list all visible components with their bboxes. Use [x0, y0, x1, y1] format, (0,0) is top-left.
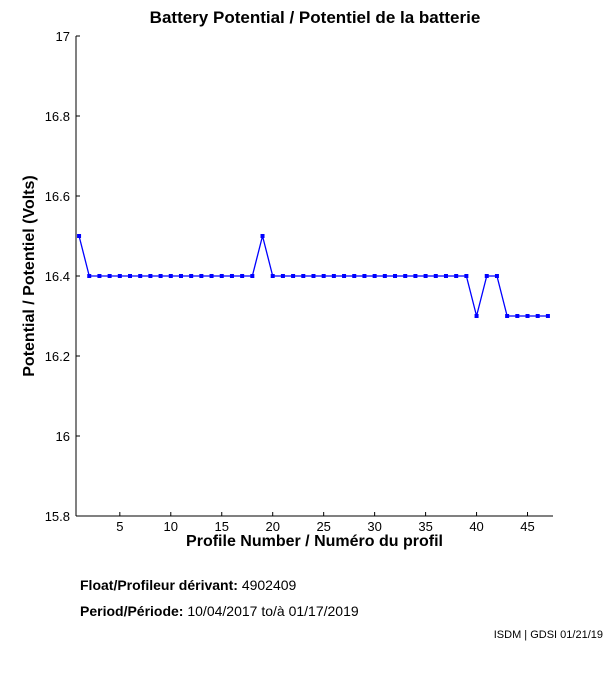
- data-point: [280, 274, 285, 278]
- data-point: [342, 274, 347, 278]
- data-point: [168, 274, 173, 278]
- y-tick-label: 16.2: [45, 349, 70, 364]
- data-point: [535, 314, 540, 318]
- data-point: [331, 274, 336, 278]
- x-tick-label: 20: [265, 519, 279, 534]
- data-point: [464, 274, 469, 278]
- data-point: [189, 274, 194, 278]
- data-point: [117, 274, 122, 278]
- x-tick-label: 25: [316, 519, 330, 534]
- data-point: [270, 274, 275, 278]
- data-point: [362, 274, 367, 278]
- x-axis-label: Profile Number / Numéro du profil: [186, 533, 443, 550]
- data-point: [199, 274, 204, 278]
- data-point: [484, 274, 489, 278]
- x-tick-label: 35: [418, 519, 432, 534]
- y-axis-label: Potential / Potentiel (Volts): [21, 175, 38, 377]
- data-point: [494, 274, 499, 278]
- data-point: [515, 314, 520, 318]
- data-point: [229, 274, 234, 278]
- x-tick-label: 40: [469, 519, 483, 534]
- data-point: [443, 274, 448, 278]
- y-tick-label: 16.8: [45, 109, 70, 124]
- data-point: [158, 274, 163, 278]
- data-point: [454, 274, 459, 278]
- data-point: [77, 234, 82, 238]
- data-point: [250, 274, 255, 278]
- data-point: [505, 314, 510, 318]
- period-start: 10/04/2017: [187, 603, 258, 619]
- data-point: [545, 314, 550, 318]
- period-label: Period/Période:: [80, 603, 184, 619]
- data-point: [291, 274, 296, 278]
- data-point: [107, 274, 112, 278]
- y-tick-label: 17: [56, 29, 70, 44]
- data-point: [97, 274, 102, 278]
- period-sep: to/à: [261, 603, 285, 619]
- y-tick-label: 16.6: [45, 189, 70, 204]
- float-value: 4902409: [241, 577, 297, 593]
- data-point: [311, 274, 316, 278]
- credit: ISDM | GDSI 01/21/19: [493, 629, 603, 641]
- data-point: [372, 274, 377, 278]
- data-point: [128, 274, 133, 278]
- x-tick-label: 5: [116, 519, 123, 534]
- float-info: Float/Profileur dérivant: 4902409: [80, 577, 296, 593]
- data-point: [260, 234, 265, 238]
- data-point: [525, 314, 530, 318]
- data-point: [219, 274, 224, 278]
- data-point: [321, 274, 326, 278]
- x-tick-label: 30: [367, 519, 381, 534]
- data-point: [352, 274, 357, 278]
- period-info: Period/Période: 10/04/2017 to/à 01/17/20…: [80, 603, 359, 619]
- data-point: [474, 314, 479, 318]
- data-point: [87, 274, 92, 278]
- data-point: [209, 274, 214, 278]
- y-tick-label: 16.4: [45, 269, 70, 284]
- data-point: [178, 274, 183, 278]
- y-tick-label: 16: [56, 429, 70, 444]
- period-end: 01/17/2019: [288, 603, 359, 619]
- data-point: [138, 274, 143, 278]
- data-point: [301, 274, 306, 278]
- data-point: [433, 274, 438, 278]
- float-label: Float/Profileur dérivant:: [80, 577, 238, 593]
- x-tick-label: 15: [215, 519, 229, 534]
- x-tick-label: 10: [164, 519, 178, 534]
- chart-title: Battery Potential / Potentiel de la batt…: [149, 8, 481, 27]
- y-tick-label: 15.8: [45, 509, 70, 524]
- data-point: [393, 274, 398, 278]
- data-point: [413, 274, 418, 278]
- data-point: [403, 274, 408, 278]
- data-point: [240, 274, 245, 278]
- x-tick-label: 45: [520, 519, 534, 534]
- data-point: [148, 274, 153, 278]
- data-point: [423, 274, 428, 278]
- data-point: [382, 274, 387, 278]
